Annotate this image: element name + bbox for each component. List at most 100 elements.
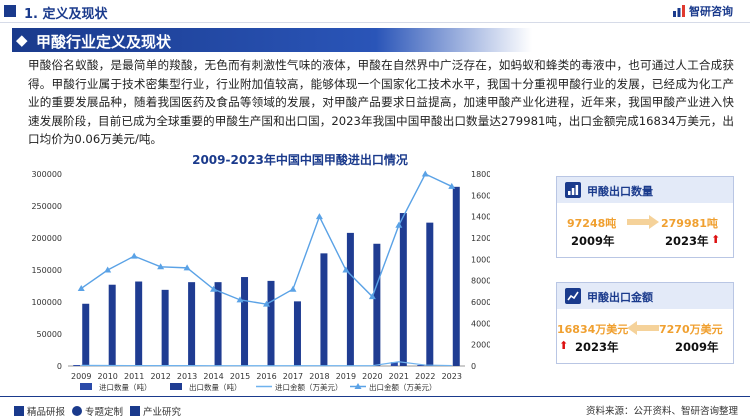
card-header — [557, 177, 733, 203]
y-right-tick-label: 8000 — [471, 277, 490, 286]
export-amount-line-point — [236, 296, 244, 303]
y-left-tick-label: 200000 — [31, 234, 62, 243]
x-tick-label: 2010 — [98, 372, 118, 381]
export-qty-bar — [135, 281, 143, 366]
export-amount-line-point — [104, 266, 112, 273]
title-banner — [12, 28, 532, 52]
y-right-tick-label: 0 — [471, 362, 476, 371]
section-marker — [4, 5, 16, 17]
y-right-tick-label: 6000 — [471, 298, 490, 307]
y-right-tick-label: 16000 — [471, 191, 490, 200]
footer-divider — [0, 396, 750, 397]
x-tick-label: 2014 — [203, 372, 223, 381]
legend-marker — [354, 383, 362, 389]
legend-swatch — [80, 383, 92, 390]
export-qty-bar — [82, 303, 90, 366]
legend-swatch — [170, 383, 182, 390]
import-qty-bar — [390, 362, 398, 366]
export-amount-line-point — [395, 221, 403, 228]
to-value: 279981吨 — [661, 217, 718, 230]
logo: 智研咨询 — [672, 2, 733, 20]
footer-link-label: 专题定制 — [85, 407, 124, 418]
logo-icon — [673, 5, 685, 17]
import-qty-bar — [73, 365, 81, 366]
import-amount-line — [81, 361, 452, 367]
export-qty-bar — [267, 280, 275, 366]
export-amount-card: 甲酸出口金额 16834万美元 7270万美元 ⬆ 2023年 2009年 — [556, 282, 734, 364]
x-tick-label: 2013 — [177, 372, 197, 381]
y-left-tick-label: 250000 — [31, 202, 62, 211]
footer-link-reports[interactable]: 精品研报 — [14, 404, 65, 418]
footer-link-research[interactable]: 产业研究 — [130, 404, 181, 418]
page-title: 甲酸行业定义及现状 — [36, 33, 172, 51]
y-left-tick-label: 100000 — [31, 298, 62, 307]
export-qty-bar — [188, 282, 196, 366]
x-tick-label: 2021 — [389, 372, 409, 381]
export-amount-line-point — [77, 284, 85, 291]
y-right-tick-label: 14000 — [471, 213, 490, 222]
x-tick-label: 2016 — [256, 372, 276, 381]
export-qty-bar — [452, 186, 460, 366]
legend-label: 出口数量（吨） — [189, 382, 242, 392]
y-left-tick-label: 50000 — [37, 330, 62, 339]
x-tick-label: 2009 — [71, 372, 91, 381]
export-qty-bar — [161, 289, 169, 366]
x-tick-label: 2019 — [336, 372, 356, 381]
export-qty-bar — [426, 222, 434, 366]
x-tick-label: 2023 — [442, 372, 462, 381]
x-tick-label: 2022 — [415, 372, 435, 381]
footer-link-label: 产业研究 — [143, 407, 182, 418]
document-icon — [14, 406, 24, 416]
export-amount-line-point — [130, 252, 138, 259]
left-year: 2023年 — [575, 340, 619, 354]
target-icon — [72, 406, 82, 416]
export-amount-line-point — [421, 170, 429, 177]
card-header — [557, 283, 733, 309]
right-year: 2009年 — [675, 340, 719, 354]
footer-link-custom[interactable]: 专题定制 — [72, 404, 123, 418]
export-qty-card: 甲酸出口数量 97248吨 279981吨 2009年 2023年 ⬆ — [556, 176, 734, 258]
x-tick-label: 2020 — [362, 372, 382, 381]
left-arrow-icon — [627, 321, 659, 335]
header-divider — [0, 22, 750, 23]
export-amount-line-point — [210, 285, 218, 292]
legend-label: 进口数量（吨） — [99, 382, 152, 392]
x-tick-label: 2012 — [150, 372, 170, 381]
chart-title: 2009-2023年中国中国甲酸进出口情况 — [192, 153, 408, 167]
y-right-tick-label: 10000 — [471, 255, 490, 264]
x-tick-label: 2015 — [230, 372, 250, 381]
export-qty-bar — [399, 213, 407, 366]
y-right-tick-label: 4000 — [471, 319, 490, 328]
export-amount-line-point — [368, 293, 376, 300]
to-year: 2023年 — [665, 234, 709, 248]
section-title: 1. 定义及现状 — [24, 7, 108, 22]
card-title: 甲酸出口数量 — [587, 185, 653, 198]
x-tick-label: 2018 — [309, 372, 329, 381]
right-value: 7270万美元 — [659, 323, 723, 336]
export-amount-line-point — [342, 266, 350, 273]
x-tick-label: 2011 — [124, 372, 144, 381]
legend-label: 进口金额（万美元） — [275, 382, 343, 392]
intro-paragraph: 甲酸俗名蚁酸，是最简单的羧酸，无色而有刺激性气味的液体，甲酸在自然界中广泛存在，… — [28, 58, 734, 146]
y-left-tick-label: 300000 — [31, 170, 62, 179]
export-amount-line-point — [448, 182, 456, 189]
export-qty-bar — [293, 301, 301, 366]
trend-chart-icon — [565, 288, 581, 304]
y-left-tick-label: 0 — [57, 362, 62, 371]
export-qty-bar — [241, 277, 249, 366]
export-amount-line-point — [157, 263, 165, 270]
from-value: 97248吨 — [567, 217, 617, 230]
from-year: 2009年 — [571, 234, 615, 248]
y-right-tick-label: 2000 — [471, 341, 490, 350]
y-right-tick-label: 12000 — [471, 234, 490, 243]
top-bar — [0, 0, 750, 22]
export-qty-bar — [108, 284, 116, 366]
y-left-tick-label: 150000 — [31, 266, 62, 275]
x-tick-label: 2017 — [283, 372, 303, 381]
import-export-chart: 0 50000 100000 150000 200000 250000 300000 0 200… — [31, 170, 490, 392]
up-arrow-icon: ⬆ — [559, 339, 569, 352]
export-qty-bar — [320, 253, 328, 366]
chart-icon — [130, 406, 140, 416]
footer-link-label: 精品研报 — [27, 407, 66, 418]
diamond-icon: ◆ — [16, 31, 28, 49]
